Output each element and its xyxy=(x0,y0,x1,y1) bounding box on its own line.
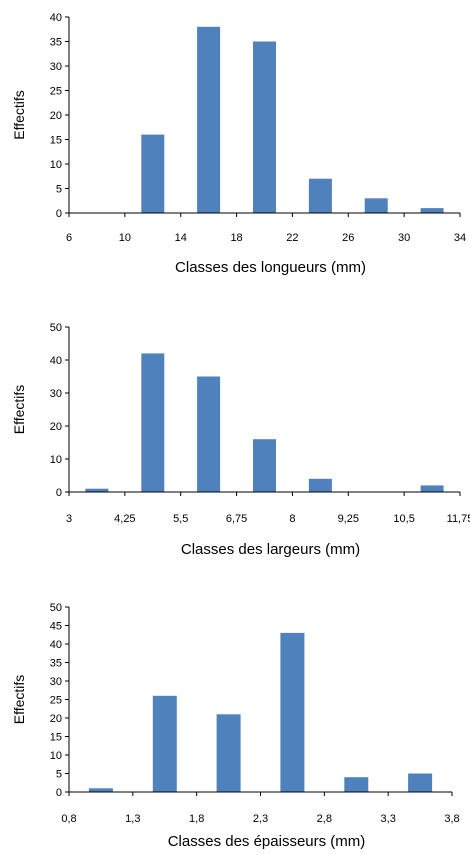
bar xyxy=(152,695,177,792)
y-tick-label: 40 xyxy=(50,12,62,24)
x-tick-label: 6,75 xyxy=(226,513,247,525)
x-tick-label: 22 xyxy=(286,232,298,244)
y-tick-label: 30 xyxy=(50,388,62,400)
y-tick-label: 20 xyxy=(50,110,62,122)
y-tick-label: 10 xyxy=(50,454,62,466)
bar xyxy=(88,788,113,792)
x-tick-label: 11,75 xyxy=(447,513,470,525)
y-tick-label: 45 xyxy=(50,621,62,633)
bar xyxy=(308,478,332,492)
x-tick-label: 14 xyxy=(175,232,187,244)
y-tick-label: 10 xyxy=(50,750,62,762)
y-tick-label: 20 xyxy=(50,713,62,725)
bar xyxy=(253,439,276,492)
x-tick-label: 18 xyxy=(230,232,242,244)
x-tick-label: 3,3 xyxy=(381,813,396,825)
y-tick-label: 15 xyxy=(50,732,62,744)
y-tick-label: 50 xyxy=(50,602,62,614)
x-tick-label: 4,25 xyxy=(114,513,135,525)
bar xyxy=(344,777,369,792)
x-tick-label: 26 xyxy=(342,232,354,244)
x-tick-label: 5,5 xyxy=(173,513,188,525)
bar xyxy=(253,41,276,213)
y-tick-label: 30 xyxy=(50,676,62,688)
x-tick-label: 8 xyxy=(289,513,295,525)
y-tick-label: 10 xyxy=(50,159,62,171)
y-tick-label: 40 xyxy=(50,639,62,651)
y-tick-label: 50 xyxy=(50,322,62,334)
y-tick-label: 25 xyxy=(50,86,62,98)
bar xyxy=(408,773,433,792)
x-tick-label: 9,25 xyxy=(338,513,359,525)
y-tick-label: 25 xyxy=(50,695,62,707)
bar xyxy=(280,632,305,792)
y-tick-label: 5 xyxy=(56,769,62,781)
y-tick-label: 0 xyxy=(56,208,62,220)
histogram-epaisseurs: 0 5 10 15 20 25 30 35 40 45 50 0,8 1,3 1,8 2,3 2,8 3,3 3,… xyxy=(11,602,460,850)
y-tick-label: 35 xyxy=(50,658,62,670)
y-tick-label: 0 xyxy=(56,487,62,499)
y-axis-title: Effectifs xyxy=(11,90,27,140)
x-tick-label: 2,3 xyxy=(253,813,268,825)
x-tick-label: 0,8 xyxy=(61,813,76,825)
x-tick-label: 10 xyxy=(119,232,131,244)
y-axis-title: Effectifs xyxy=(11,385,27,435)
bar xyxy=(197,26,221,213)
histogram-largeurs: 0 10 20 30 40 50 3 4,25 5,5 6,75 8 9,25 10,5 11,75 Cla… xyxy=(11,322,470,558)
bar xyxy=(216,714,241,792)
x-tick-label: 34 xyxy=(454,232,466,244)
x-axis-title: Classes des longueurs (mm) xyxy=(175,259,366,276)
x-axis-title: Classes des épaisseurs (mm) xyxy=(168,833,366,850)
x-tick-label: 10,5 xyxy=(393,513,414,525)
y-tick-label: 20 xyxy=(50,421,62,433)
x-tick-label: 2,8 xyxy=(317,813,332,825)
y-axis-title: Effectifs xyxy=(11,675,27,725)
x-tick-label: 30 xyxy=(398,232,410,244)
histogram-longueurs: 0 5 10 15 20 25 30 35 40 6 10 14 18 22 26 30 34 Classes d… xyxy=(11,12,466,276)
bar xyxy=(364,198,388,213)
y-tick-label: 30 xyxy=(50,61,62,73)
x-tick-label: 1,8 xyxy=(189,813,204,825)
y-tick-label: 5 xyxy=(56,184,62,196)
x-tick-label: 1,3 xyxy=(125,813,140,825)
bar xyxy=(141,353,165,492)
y-tick-label: 40 xyxy=(50,355,62,367)
x-axis-title: Classes des largeurs (mm) xyxy=(181,541,360,558)
x-tick-label: 3,8 xyxy=(444,813,459,825)
bar xyxy=(197,376,221,492)
x-tick-label: 6 xyxy=(66,232,72,244)
y-tick-label: 0 xyxy=(56,787,62,799)
y-tick-label: 35 xyxy=(50,37,62,49)
bar xyxy=(420,485,444,492)
x-tick-label: 3 xyxy=(66,513,72,525)
bar xyxy=(420,208,444,213)
bar xyxy=(308,178,332,213)
bar xyxy=(85,488,109,492)
bar xyxy=(141,134,165,213)
y-tick-label: 15 xyxy=(50,135,62,147)
